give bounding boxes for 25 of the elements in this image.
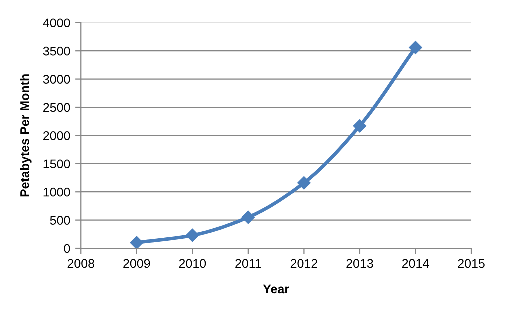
x-tick-label: 2014	[402, 259, 430, 268]
x-tick-label: 2008	[68, 259, 94, 268]
x-tick-label: 2011	[236, 259, 262, 268]
point	[409, 41, 422, 54]
x-tick-label: 2013	[346, 259, 374, 268]
point	[298, 176, 311, 190]
x-axis-title: Year	[263, 284, 290, 294]
y-tick-label: 2000	[44, 132, 70, 140]
y-tick-label: 0	[64, 244, 70, 254]
point	[242, 210, 256, 224]
y-tick-label: 1500	[44, 160, 70, 169]
point	[130, 236, 144, 249]
y-tick-label: 1000	[44, 188, 70, 197]
x-tick-label: 2015	[458, 259, 485, 268]
point	[186, 228, 200, 242]
x-tick-label: 2010	[179, 259, 206, 268]
y-tick-label: 500	[50, 216, 70, 225]
y-tick-label: 4000	[43, 18, 70, 28]
y-tick-label: 2500	[44, 103, 70, 112]
x-tick-label: 2009	[124, 259, 150, 268]
x-tick-label: 2012	[290, 259, 318, 268]
y-tick-label: 3000	[43, 75, 70, 84]
y-axis-title: Petabytes Per Month	[20, 74, 32, 197]
point	[353, 120, 367, 133]
y-tick-label: 3500	[43, 46, 70, 56]
